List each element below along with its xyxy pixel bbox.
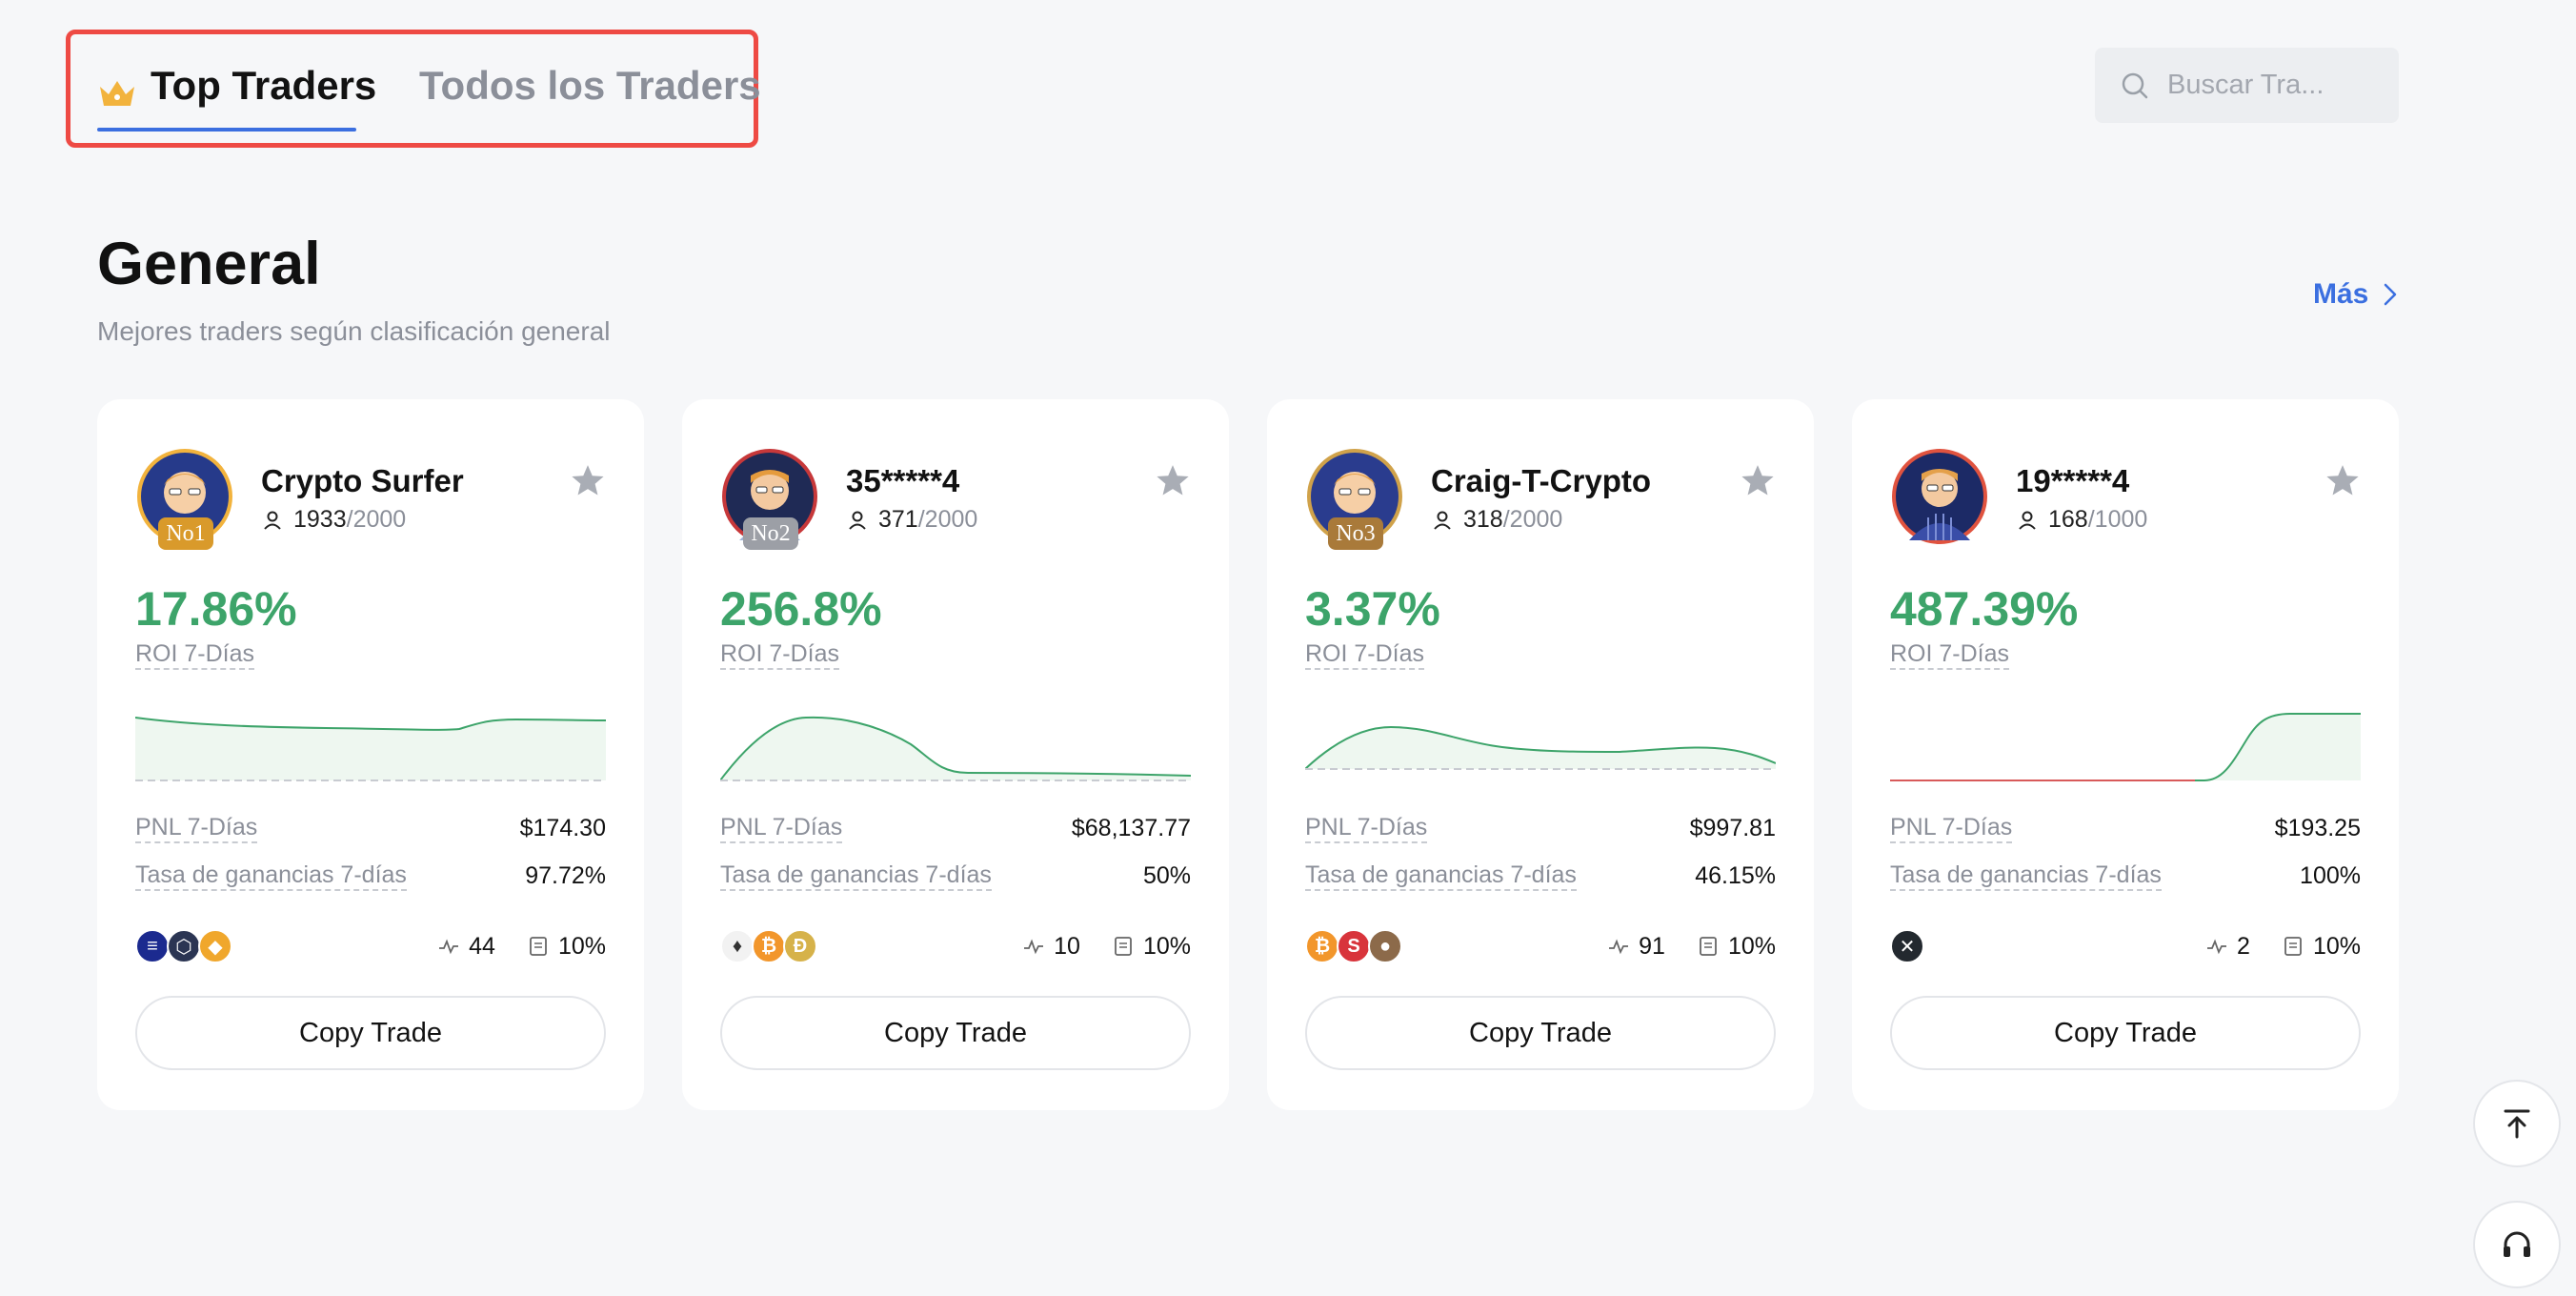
pnl-row: PNL 7-Días $193.25	[1890, 813, 2361, 843]
trader-card: No1 Crypto Surfer 1933/2000 17.86% ROI 7…	[97, 399, 644, 1110]
coin-list: ≡ ⬡ ◆	[135, 929, 232, 963]
roi-sparkline	[720, 716, 1191, 781]
xrp-coin-icon: ✕	[1890, 929, 1924, 963]
roi-value: 3.37%	[1305, 582, 1440, 636]
trader-name[interactable]: 19*****4	[2016, 463, 2130, 498]
followers-count: 168/1000	[2016, 506, 2147, 534]
activity-icon	[2207, 939, 2227, 955]
win-rate-row: Tasa de ganancias 7-días 46.15%	[1305, 861, 1776, 891]
copy-trade-button[interactable]: Copy Trade	[1305, 996, 1776, 1070]
trader-card: No3 Craig-T-Crypto 318/2000 3.37% ROI 7-…	[1267, 399, 1814, 1110]
section-subtitle: Mejores traders según clasificación gene…	[97, 316, 611, 346]
user-icon	[264, 511, 281, 530]
tab-all-traders[interactable]: Todos los Traders	[419, 63, 761, 108]
search-input[interactable]: Buscar Tra...	[2095, 48, 2399, 123]
trader-name[interactable]: Craig-T-Crypto	[1431, 463, 1651, 498]
favorite-star-icon[interactable]	[2324, 462, 2361, 498]
trade-stats: 44 10%	[438, 929, 606, 963]
receipt-icon	[530, 937, 547, 956]
pnl-row: PNL 7-Días $997.81	[1305, 813, 1776, 843]
tab-top-traders-label: Top Traders	[151, 63, 377, 108]
arrow-up-to-line-icon	[2504, 1109, 2530, 1139]
win-rate-row: Tasa de ganancias 7-días 97.72%	[135, 861, 606, 891]
search-placeholder: Buscar Tra...	[2167, 70, 2324, 100]
trader-name[interactable]: Crypto Surfer	[261, 463, 464, 498]
roi-value: 17.86%	[135, 582, 297, 636]
chainlink-coin-icon: ⬡	[167, 929, 201, 963]
trader-card: 19*****4 168/1000 487.39% ROI 7-Días PNL…	[1852, 399, 2399, 1110]
tab-top-traders[interactable]: Top Traders	[97, 59, 376, 112]
ethereum-coin-icon: ♦	[720, 929, 755, 963]
bitcoin-coin-icon: ₿	[1305, 929, 1339, 963]
activity-icon	[1609, 939, 1629, 955]
rank-badge: No1	[158, 517, 213, 550]
avatar[interactable]: No1	[135, 447, 234, 550]
user-icon	[2019, 511, 2036, 530]
trader-card: No2 35*****4 371/2000 256.8% ROI 7-Días …	[682, 399, 1229, 1110]
activity-icon	[439, 939, 459, 955]
copy-trade-button[interactable]: Copy Trade	[1890, 996, 2361, 1070]
receipt-icon	[1700, 937, 1717, 956]
search-icon	[2122, 72, 2148, 98]
roi-label: ROI 7-Días	[135, 639, 255, 670]
avatar[interactable]: No3	[1305, 447, 1404, 550]
trade-stats: 10 10%	[1023, 929, 1191, 963]
sui-coin-icon: S	[1337, 929, 1371, 963]
followers-count: 318/2000	[1431, 506, 1562, 534]
copy-trade-button[interactable]: Copy Trade	[135, 996, 606, 1070]
tabs-highlight-box	[66, 30, 758, 148]
more-link-label: Más	[2313, 278, 2369, 310]
rank-badge: No2	[743, 517, 798, 550]
copy-trade-button[interactable]: Copy Trade	[720, 996, 1191, 1070]
favorite-star-icon[interactable]	[570, 462, 606, 498]
dog-coin-icon: ●	[1368, 929, 1402, 963]
more-link[interactable]: Más	[2313, 278, 2399, 311]
followers-count: 371/2000	[846, 506, 977, 534]
user-icon	[849, 511, 866, 530]
section-title: General	[97, 231, 321, 297]
rank-badge: No3	[1328, 517, 1383, 550]
support-button[interactable]	[2473, 1201, 2561, 1288]
receipt-icon	[2284, 937, 2302, 956]
active-tab-indicator	[97, 128, 356, 132]
bnb-coin-icon: ◆	[198, 929, 232, 963]
activity-icon	[1024, 939, 1044, 955]
avatar[interactable]	[1890, 447, 1989, 546]
headset-icon	[2504, 1231, 2530, 1257]
roi-value: 256.8%	[720, 582, 882, 636]
dogecoin-coin-icon: Ð	[783, 929, 817, 963]
trade-stats: 91 10%	[1608, 929, 1776, 963]
user-icon	[1434, 511, 1451, 530]
roi-label: ROI 7-Días	[720, 639, 840, 670]
scroll-to-top-button[interactable]	[2473, 1080, 2561, 1167]
trader-name[interactable]: 35*****4	[846, 463, 960, 498]
solana-coin-icon: ≡	[135, 929, 170, 963]
bitcoin-coin-icon: ₿	[752, 929, 786, 963]
roi-sparkline	[135, 717, 606, 781]
roi-sparkline	[1890, 713, 2361, 781]
roi-sparkline	[1305, 725, 1776, 770]
chevron-right-icon	[2385, 283, 2397, 306]
pnl-row: PNL 7-Días $68,137.77	[720, 813, 1191, 843]
trade-stats: 2 10%	[2206, 929, 2361, 963]
win-rate-row: Tasa de ganancias 7-días 50%	[720, 861, 1191, 891]
favorite-star-icon[interactable]	[1740, 462, 1776, 498]
roi-label: ROI 7-Días	[1890, 639, 2010, 670]
coin-list: ♦ ₿ Ð	[720, 929, 817, 963]
favorite-star-icon[interactable]	[1155, 462, 1191, 498]
pnl-row: PNL 7-Días $174.30	[135, 813, 606, 843]
receipt-icon	[1115, 937, 1132, 956]
coin-list: ₿ S ●	[1305, 929, 1402, 963]
followers-count: 1933/2000	[261, 506, 406, 534]
roi-value: 487.39%	[1890, 582, 2079, 636]
win-rate-row: Tasa de ganancias 7-días 100%	[1890, 861, 2361, 891]
coin-list: ✕	[1890, 929, 1924, 963]
crown-icon	[97, 70, 137, 106]
avatar[interactable]: No2	[720, 447, 819, 550]
roi-label: ROI 7-Días	[1305, 639, 1425, 670]
